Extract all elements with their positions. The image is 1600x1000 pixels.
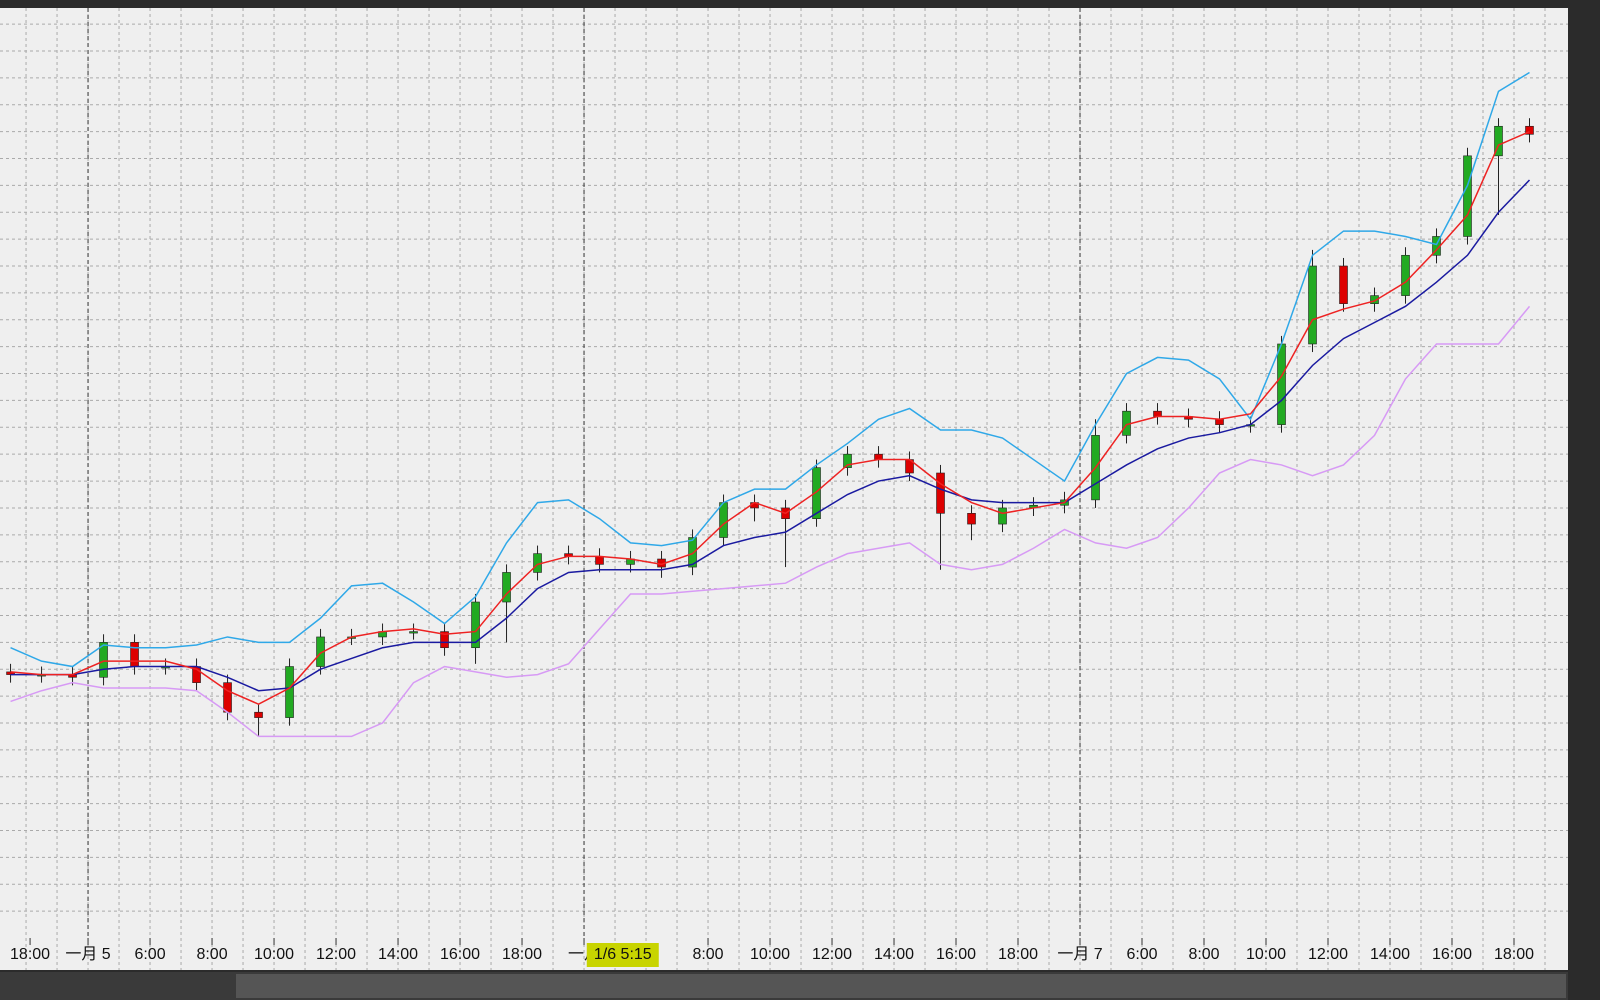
x-tick-label: 12:00: [1308, 946, 1348, 963]
x-tick-label: 18:00: [10, 946, 50, 963]
x-tick-label: 10:00: [254, 946, 294, 963]
candle-body: [409, 631, 418, 634]
candle-body: [1153, 410, 1162, 417]
x-tick-label: 14:00: [378, 946, 418, 963]
candle-body: [223, 682, 232, 713]
right-border: [1568, 0, 1600, 1000]
candle-body: [502, 572, 511, 603]
candle-body: [874, 453, 883, 460]
x-tick-label: 14:00: [1370, 946, 1410, 963]
x-tick-label: 12:00: [812, 946, 852, 963]
candle-body: [99, 642, 108, 678]
candle-body: [936, 472, 945, 514]
x-tick-label: 一月 7: [1057, 946, 1102, 963]
candle-body: [1277, 343, 1286, 425]
x-tick-label: 18:00: [502, 946, 542, 963]
x-tick-label: 10:00: [750, 946, 790, 963]
x-tick-label: 16:00: [440, 946, 480, 963]
candle-body: [967, 513, 976, 525]
crosshair-label-bg: [586, 943, 659, 967]
x-tick-label: 18:00: [998, 946, 1038, 963]
candle-body: [843, 453, 852, 468]
candle-body: [688, 537, 697, 568]
candle-body: [1339, 265, 1348, 304]
x-tick-label: 18:00: [1494, 946, 1534, 963]
indicator-line: [10, 130, 1530, 705]
candle-body: [1494, 125, 1503, 157]
candle-body: [1525, 125, 1534, 135]
candle-body: [1401, 254, 1410, 296]
candle-body: [471, 601, 480, 649]
candle-body: [1215, 418, 1224, 425]
x-tick-label: 14:00: [874, 946, 914, 963]
x-tick-label: 8:00: [1188, 946, 1219, 963]
candle-body: [812, 467, 821, 519]
indicator-line: [10, 71, 1530, 668]
candle-body: [1370, 295, 1379, 304]
x-tick-label: 一月 5: [65, 946, 110, 963]
crosshair-label: 1/6 5:15: [594, 946, 652, 963]
x-tick-label: 10:00: [1246, 946, 1286, 963]
candle-body: [285, 666, 294, 718]
x-tick-label: 6:00: [1126, 946, 1157, 963]
candle-body: [130, 642, 139, 667]
x-tick-label: 12:00: [316, 946, 356, 963]
indicator-line: [10, 179, 1531, 692]
scroll-thumb[interactable]: [236, 974, 1566, 998]
x-tick-label: 16:00: [936, 946, 976, 963]
candle-body: [254, 711, 263, 718]
indicator-line: [10, 305, 1531, 738]
x-tick-label: 8:00: [692, 946, 723, 963]
candle-body: [595, 556, 604, 565]
candle-body: [1463, 155, 1472, 237]
candle-body: [719, 502, 728, 538]
candle-body: [998, 507, 1007, 525]
x-tick-label: 8:00: [196, 946, 227, 963]
candle-body: [440, 631, 449, 649]
top-bar: [0, 0, 1600, 8]
x-tick-label: 6:00: [134, 946, 165, 963]
candle-body: [1308, 265, 1317, 345]
x-tick-label: 16:00: [1432, 946, 1472, 963]
